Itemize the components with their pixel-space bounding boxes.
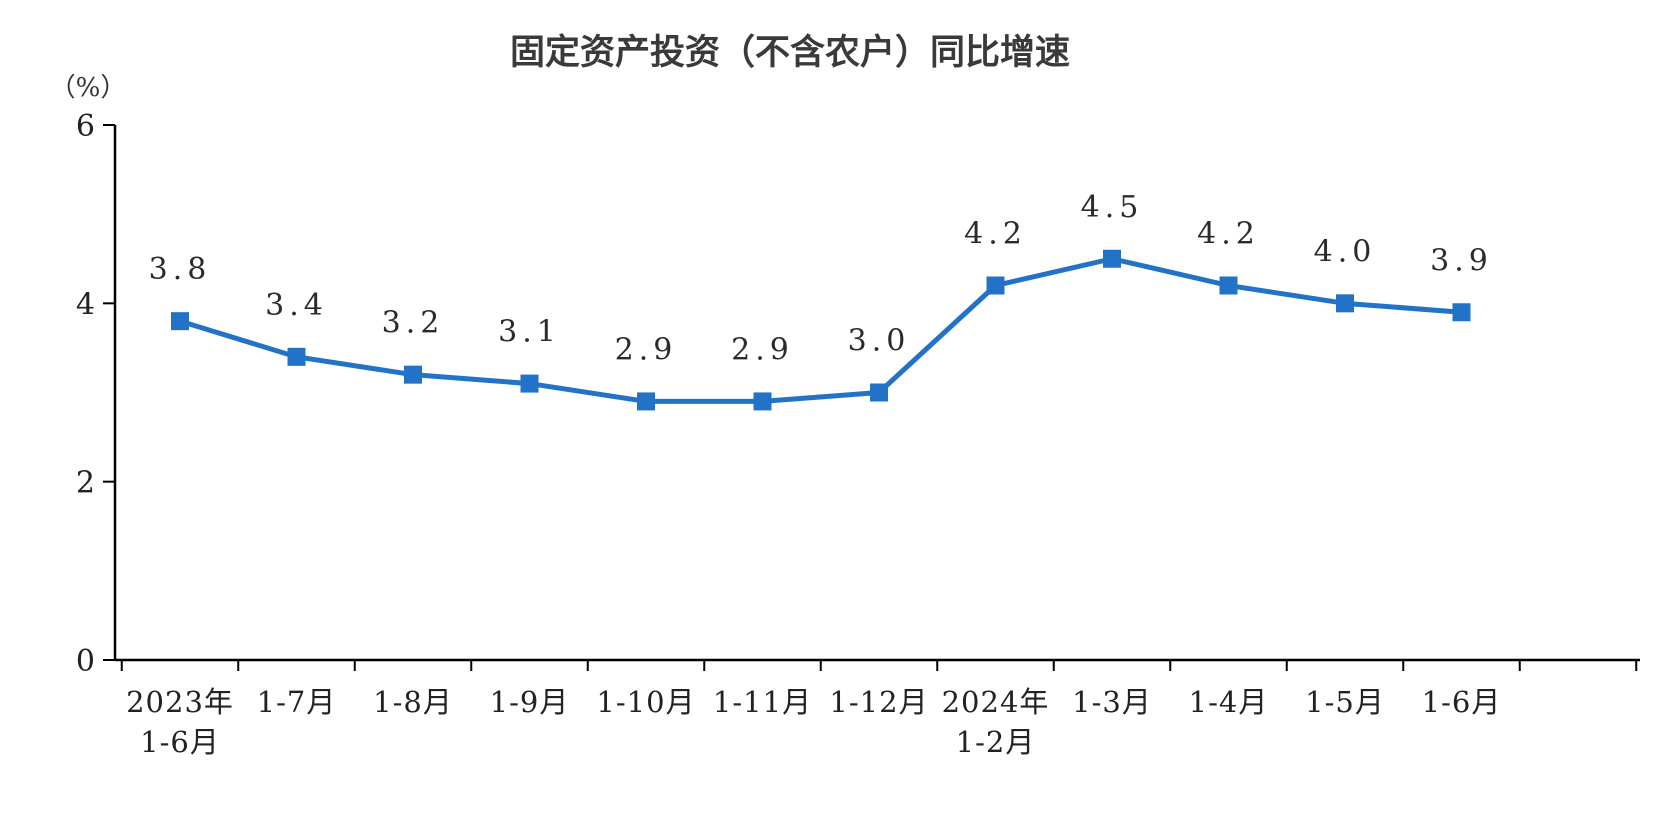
data-series-line	[177, 256, 1464, 404]
y-tick-label: 2	[76, 466, 95, 501]
data-point-label: 3.4	[265, 288, 328, 323]
x-tick-label: 1-10月	[596, 685, 695, 719]
x-tick-label: 1-11月	[713, 685, 812, 719]
x-tick-label: 1-6月	[140, 725, 220, 759]
data-point-label: 3.9	[1430, 243, 1493, 278]
y-tick-label: 4	[76, 287, 95, 322]
x-tick-label: 2024年	[942, 685, 1050, 719]
data-point-marker	[171, 312, 189, 331]
data-point-marker	[870, 383, 888, 402]
data-point-marker	[637, 392, 655, 411]
x-tick-label: 1-4月	[1189, 685, 1269, 719]
x-tick-label: 1-9月	[490, 685, 570, 719]
chart-title: 固定资产投资（不含农户）同比增速	[510, 33, 1070, 72]
data-point-label: 2.9	[615, 332, 678, 367]
x-tick-label: 1-8月	[373, 685, 453, 719]
x-tick-label: 1-5月	[1305, 685, 1385, 719]
data-point-marker	[986, 276, 1005, 295]
x-tick-label: 1-3月	[1072, 685, 1152, 719]
data-point-label: 3.2	[382, 306, 445, 341]
data-point-marker	[1219, 276, 1238, 295]
data-point-label: 2.9	[731, 332, 794, 367]
x-tick-label: 2023年	[126, 685, 234, 719]
data-point-label: 3.8	[149, 252, 212, 287]
data-point-label: 4.5	[1081, 190, 1144, 225]
data-point-label: 4.0	[1314, 234, 1377, 269]
x-tick-label: 1-6月	[1422, 685, 1502, 719]
y-tick-label: 0	[76, 644, 95, 679]
data-point-label: 4.2	[964, 217, 1027, 252]
y-axis-unit-label: （%）	[50, 73, 127, 103]
data-point-marker	[753, 392, 772, 411]
data-point-marker	[1452, 303, 1471, 322]
data-point-marker	[404, 365, 422, 384]
x-tick-label: 1-2月	[956, 725, 1036, 759]
data-point-label: 4.2	[1197, 217, 1260, 252]
data-point-label: 3.0	[848, 324, 911, 359]
y-tick-label: 6	[76, 109, 95, 144]
data-point-marker	[1103, 249, 1121, 268]
data-point-marker	[1336, 294, 1354, 313]
x-tick-label: 1-7月	[257, 685, 337, 719]
data-point-label: 3.1	[498, 315, 561, 350]
x-tick-label: 1-12月	[829, 685, 928, 719]
data-point-marker	[520, 374, 539, 393]
data-point-marker	[287, 347, 306, 366]
